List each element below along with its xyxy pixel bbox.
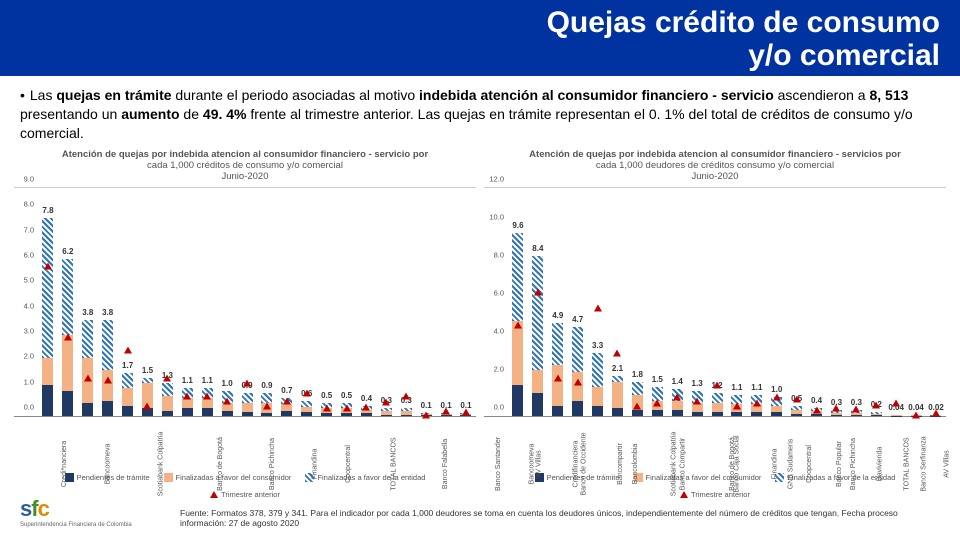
bar-col: 0.3	[396, 188, 416, 416]
page-title: Quejas crédito de consumo y/o comercial	[20, 6, 940, 72]
logo: sfc Superintendencia Financiera de Colom…	[20, 496, 132, 528]
source-text: Fuente: Formatos 378, 379 y 341. Para el…	[180, 508, 940, 528]
bar-col: 0.04	[886, 188, 906, 416]
bar-col: 0.5	[787, 188, 807, 416]
bar-col: 0.4	[357, 188, 377, 416]
bar-col: 0.2	[866, 188, 886, 416]
bar-col: 1.1	[197, 188, 217, 416]
bar-col: 0.3	[827, 188, 847, 416]
plot-right: 0.02.04.06.08.010.012.09.68.44.94.73.32.…	[484, 187, 946, 417]
bullet-text: • Las quejas en trámite durante el perio…	[0, 76, 960, 149]
bar-col: 1.5	[647, 188, 667, 416]
bar-col: 1.1	[727, 188, 747, 416]
bar-col: 0.7	[277, 188, 297, 416]
legend-left: Pendientes de trámite Finalizadas a favo…	[14, 473, 476, 499]
bar-col: 3.8	[98, 188, 118, 416]
bar-col: 7.8	[38, 188, 58, 416]
bar-col: 0.5	[317, 188, 337, 416]
bar-col: 6.2	[58, 188, 78, 416]
bar-col: 4.9	[548, 188, 568, 416]
bar-col: 4.7	[568, 188, 588, 416]
bar-col: 0.9	[237, 188, 257, 416]
chart-left: Atención de quejas por indebida atencion…	[14, 149, 476, 499]
bar-col: 0.5	[337, 188, 357, 416]
title-line2: y/o comercial	[748, 39, 940, 72]
bar-col: 0.1	[416, 188, 436, 416]
bar-col: 1.4	[667, 188, 687, 416]
bar-col: 1.3	[687, 188, 707, 416]
bar-col: 0.6	[297, 188, 317, 416]
bar-col: 3.8	[78, 188, 98, 416]
bar-col: 3.3	[588, 188, 608, 416]
bar-col: 1.0	[217, 188, 237, 416]
bar-col: 0.02	[926, 188, 946, 416]
bar-col: 1.8	[627, 188, 647, 416]
chart-left-title: Atención de quejas por indebida atencion…	[14, 149, 476, 183]
bar-col: 1.1	[177, 188, 197, 416]
bar-col: 9.6	[508, 188, 528, 416]
bar-col: 0.1	[456, 188, 476, 416]
footer: sfc Superintendencia Financiera de Colom…	[0, 496, 960, 528]
charts-container: Atención de quejas por indebida atencion…	[0, 149, 960, 499]
bar-col: 1.2	[707, 188, 727, 416]
bar-col: 1.5	[138, 188, 158, 416]
bar-col: 1.3	[157, 188, 177, 416]
bar-col: 0.3	[376, 188, 396, 416]
bar-col: 2.1	[608, 188, 628, 416]
bar-col: 1.0	[767, 188, 787, 416]
bar-col: 1.7	[118, 188, 138, 416]
header-banner: Quejas crédito de consumo y/o comercial	[0, 0, 960, 76]
title-line1: Quejas crédito de consumo	[547, 6, 940, 39]
plot-left: 0.01.02.03.04.05.06.07.08.09.07.86.23.83…	[14, 187, 476, 417]
bar-col: 8.4	[528, 188, 548, 416]
bar-col: 1.1	[747, 188, 767, 416]
bar-col: 0.1	[436, 188, 456, 416]
bar-col: 0.9	[257, 188, 277, 416]
chart-right-title: Atención de quejas por indebida atencion…	[484, 149, 946, 183]
bar-col: 0.3	[846, 188, 866, 416]
bar-col: 0.4	[807, 188, 827, 416]
bar-col: 0.04	[906, 188, 926, 416]
